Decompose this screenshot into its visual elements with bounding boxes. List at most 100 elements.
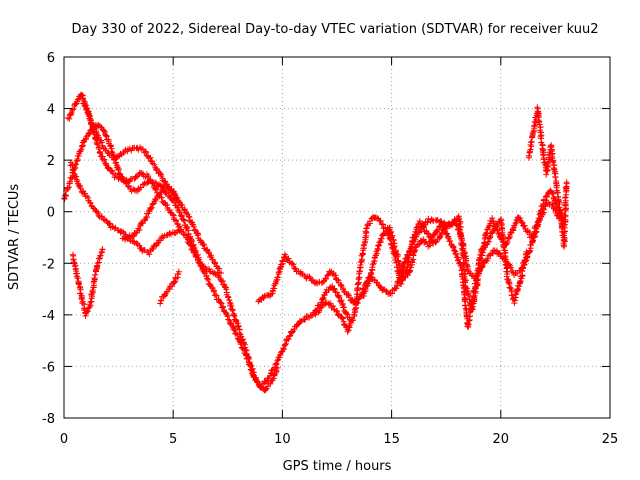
data-point [450,244,457,250]
data-point [273,360,280,367]
data-point [123,234,130,241]
data-point [331,285,337,292]
data-point [67,111,74,118]
data-point [391,240,397,247]
data-point [100,127,107,134]
data-point [496,250,503,257]
data-point [205,276,212,283]
data-point [190,223,197,230]
data-point [140,181,147,188]
data-point [281,346,288,353]
series-track-d [80,100,224,276]
data-point [282,341,288,348]
data-point [521,222,528,229]
data-point [274,357,281,364]
data-point [548,143,555,150]
data-point [95,210,101,217]
data-point [518,219,525,226]
data-point [231,325,238,332]
data-point [97,252,104,259]
data-point [146,251,153,258]
data-point [409,257,416,264]
data-point [369,261,376,268]
data-point [254,378,261,385]
data-point [275,269,282,276]
data-point [411,247,418,254]
data-point [339,314,345,321]
data-point [395,258,402,265]
data-point [366,276,373,283]
data-point [153,165,160,172]
data-point [451,247,458,254]
data-point [109,170,116,177]
y-axis-label: SDTVAR / TECUs [7,184,22,291]
data-point [149,201,156,208]
data-point [154,240,161,247]
series-track-g [157,268,182,307]
data-point [157,170,164,177]
data-point [285,255,292,262]
data-point [267,380,274,387]
data-point [378,235,385,242]
data-point [456,260,463,267]
data-point [253,378,260,384]
data-point [158,297,165,304]
data-point [67,178,73,185]
series-track-j [360,216,530,330]
data-point [487,233,494,240]
data-point [102,132,109,139]
data-point [377,217,384,224]
x-tick-label: 0 [60,432,68,447]
data-point [99,246,106,253]
data-point [561,235,568,242]
data-point [230,324,237,331]
data-point [262,386,269,393]
data-point [458,241,465,248]
data-point [519,265,526,272]
data-point [535,215,542,222]
data-point [175,197,181,204]
data-point [289,260,296,267]
data-point [389,232,396,239]
data-point [511,297,518,304]
data-point [95,121,102,128]
data-point [552,173,559,180]
data-point [531,123,537,130]
data-point [211,259,218,266]
data-point [404,272,411,279]
data-point [148,204,155,211]
data-point [194,232,201,239]
y-tick-label: 6 [47,51,55,66]
data-point [181,217,188,224]
data-point [465,321,472,328]
data-point [560,237,567,244]
series-track-e [119,227,185,258]
data-point [308,312,315,319]
data-point [410,234,417,241]
data-point [392,285,399,292]
data-points [61,91,570,394]
data-point [549,158,556,165]
data-point [367,270,374,277]
data-point [543,171,550,178]
x-tick-label: 10 [274,432,291,447]
data-point [321,292,328,299]
x-tick-label: 5 [169,432,177,447]
x-tick-label: 20 [493,432,510,447]
data-point [544,163,551,170]
data-point [477,251,484,258]
data-point [148,206,155,212]
data-point [438,229,445,236]
data-point [268,291,275,298]
data-point [183,210,190,217]
data-point [151,161,158,168]
data-point [229,307,236,314]
data-point [302,316,309,323]
data-point [218,270,224,276]
data-point [171,279,178,286]
data-point [339,315,346,322]
data-point [502,261,509,268]
data-point [490,226,497,233]
data-point [320,294,327,301]
data-point [403,266,410,273]
